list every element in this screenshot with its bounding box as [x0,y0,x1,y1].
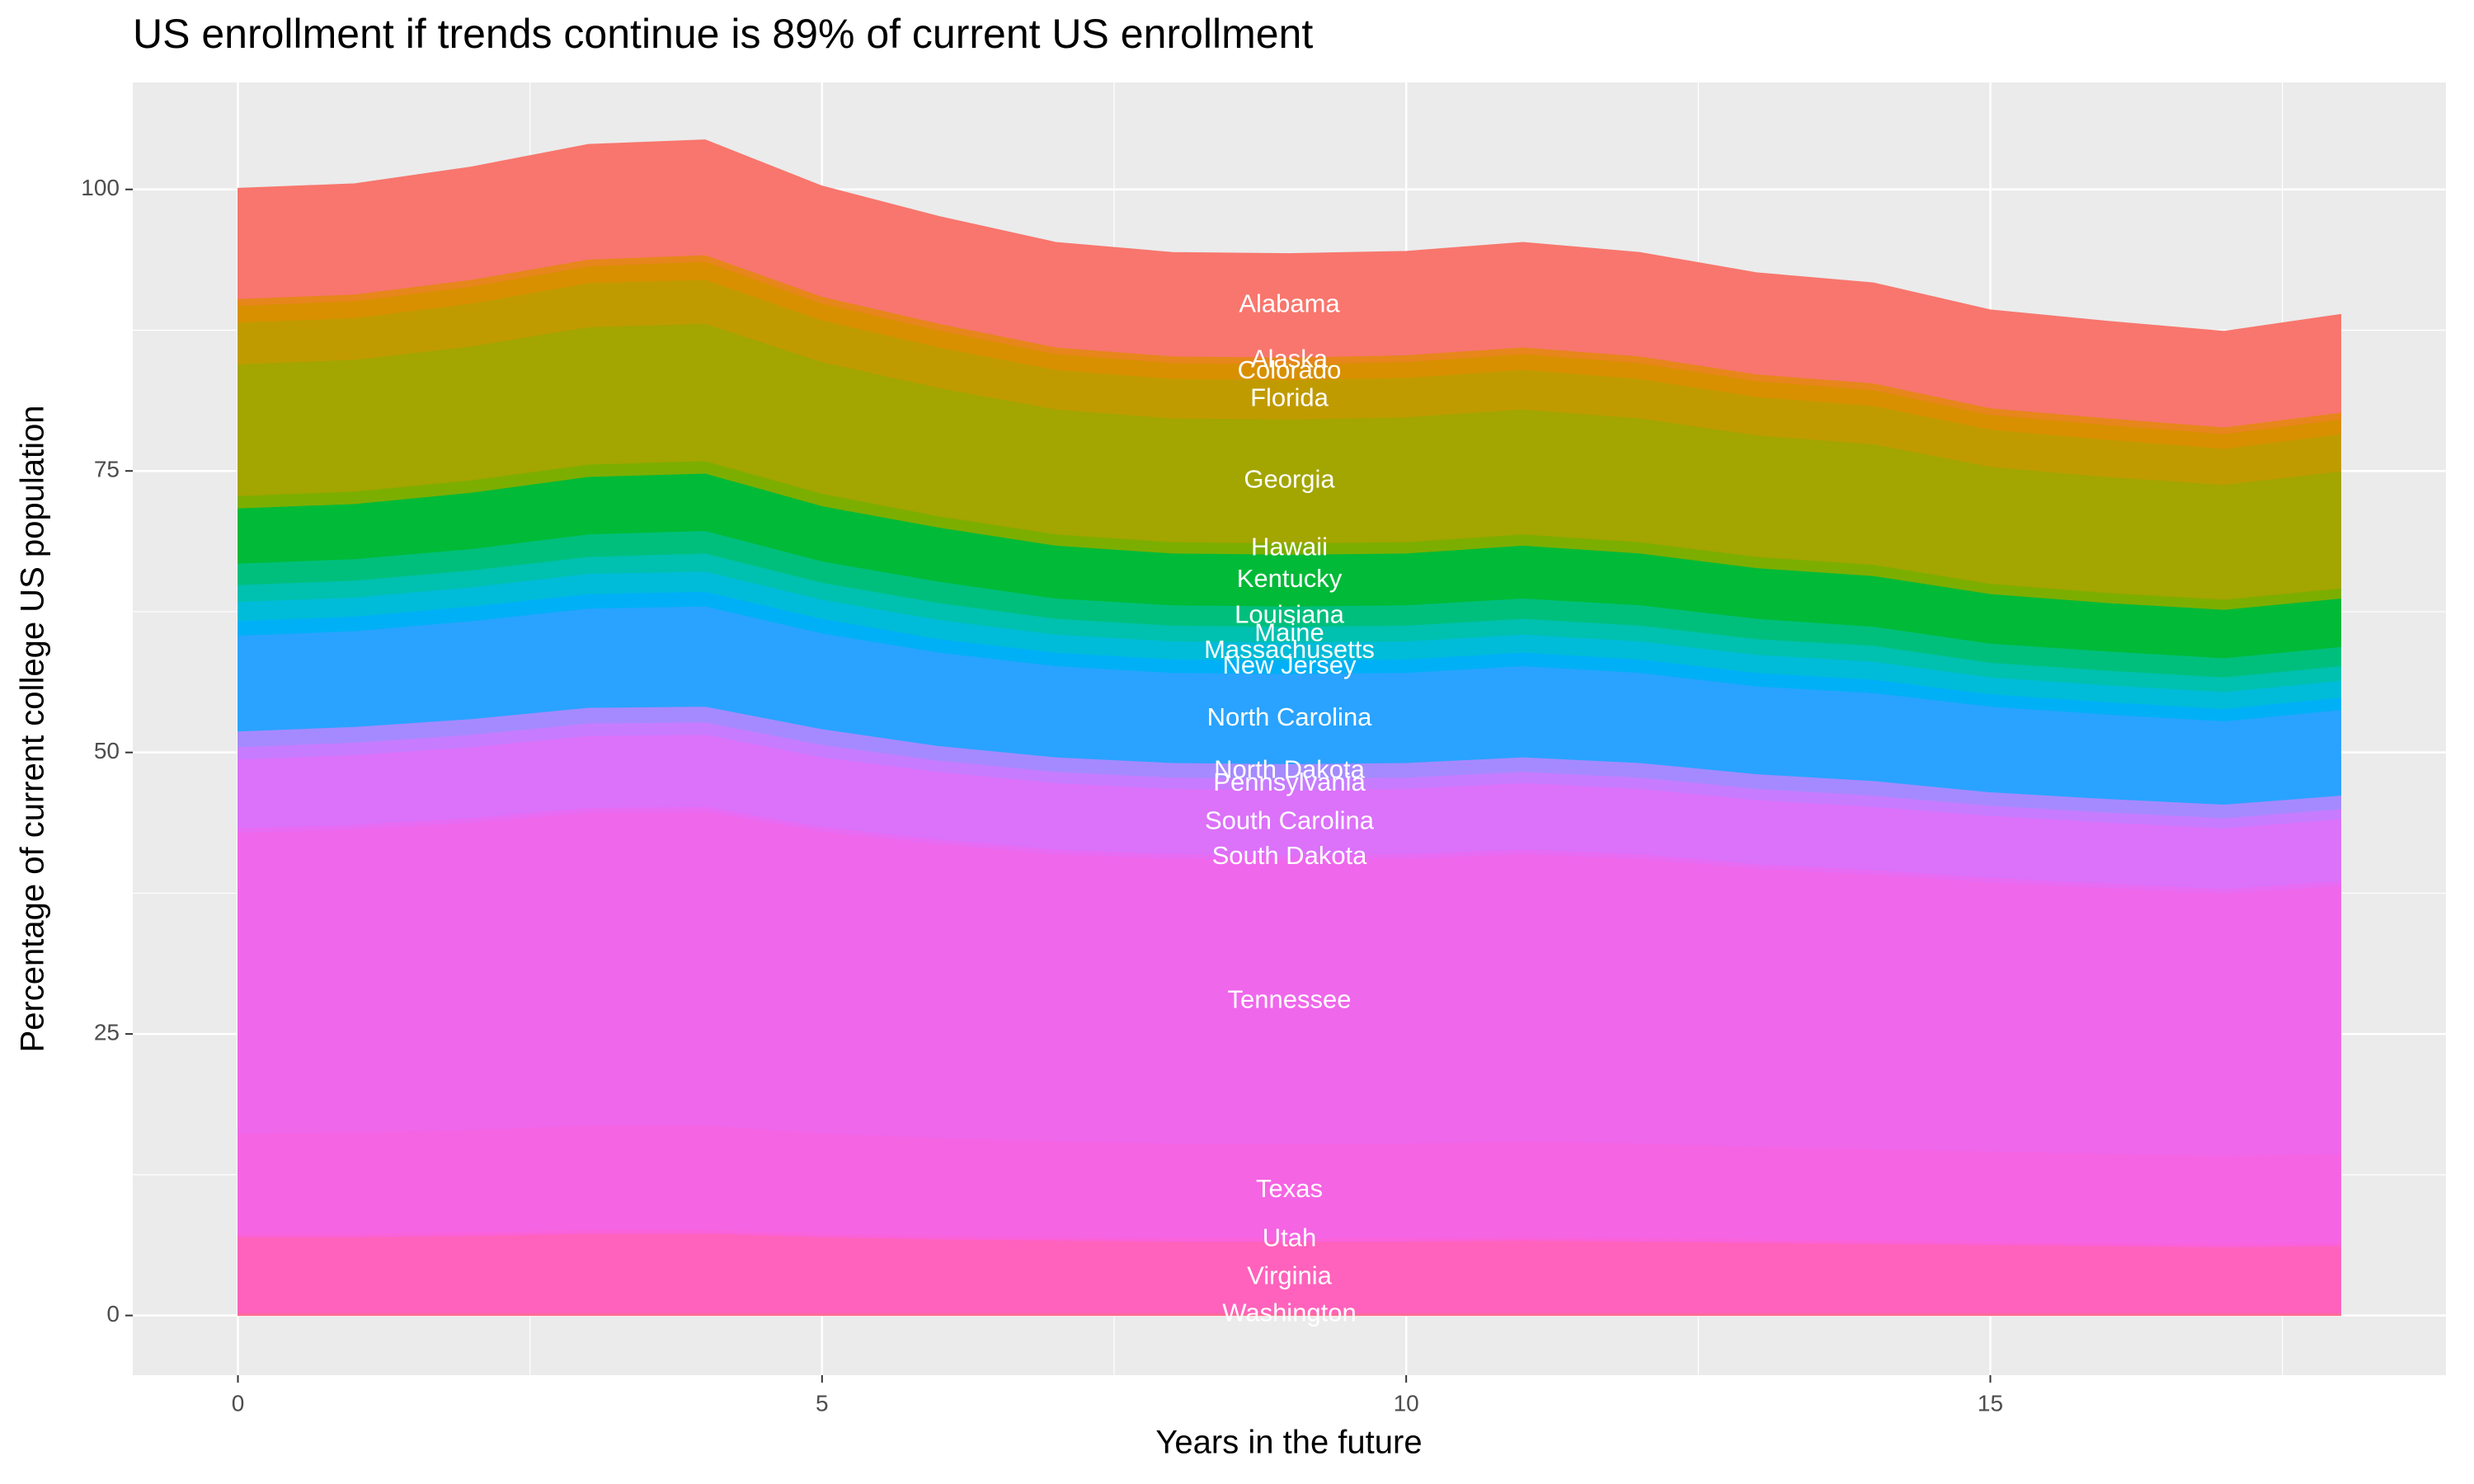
x-tick-label: 10 [1394,1390,1419,1416]
y-tick-label: 100 [81,175,120,200]
area-label: Texas [1256,1174,1323,1203]
area [238,139,2341,428]
area-label: North Carolina [1207,702,1373,731]
area-label: South Carolina [1205,806,1375,835]
area-label: Georgia [1244,465,1335,494]
area-label: Florida [1250,383,1329,412]
x-tick-label: 0 [232,1390,245,1416]
area-label: Colorado [1238,355,1342,384]
area-label: South Dakota [1212,841,1368,870]
area-label: Hawaii [1251,533,1328,561]
y-axis-title: Percentage of current college US populat… [15,406,51,1053]
area-label: Virginia [1247,1261,1333,1289]
y-tick-label: 75 [94,457,120,482]
area-labels: Washington Virginia Utah Texas Tennessee Sout… [1204,289,1375,1327]
area-label: North Dakota [1214,754,1365,783]
area-label: Pennsylvania [1213,768,1366,796]
x-tick-label: 15 [1978,1390,2003,1416]
axes: 0 5 10 15 0 25 50 75 100 [81,175,2003,1416]
area-label: New Jersey [1223,650,1357,679]
x-tick-label: 5 [816,1390,829,1416]
area-label: Massachusetts [1204,635,1375,664]
area-label: Alabama [1239,289,1340,318]
area-label: Kentucky [1237,564,1343,593]
area-label: Alaska [1251,345,1329,373]
y-tick-label: 50 [94,738,120,763]
y-tick-label: 0 [106,1301,120,1327]
x-axis-title: Years in the future [1155,1425,1422,1461]
y-tick-label: 25 [94,1020,120,1045]
area-label: Utah [1263,1223,1316,1252]
area-label: Washington [1222,1298,1357,1327]
areas [238,139,2341,1317]
area-label: Tennessee [1228,985,1352,1014]
chart-title: US enrollment if trends continue is 89% … [133,11,1313,57]
area-label: Louisiana [1235,600,1344,629]
area-label: Maine [1254,618,1324,646]
